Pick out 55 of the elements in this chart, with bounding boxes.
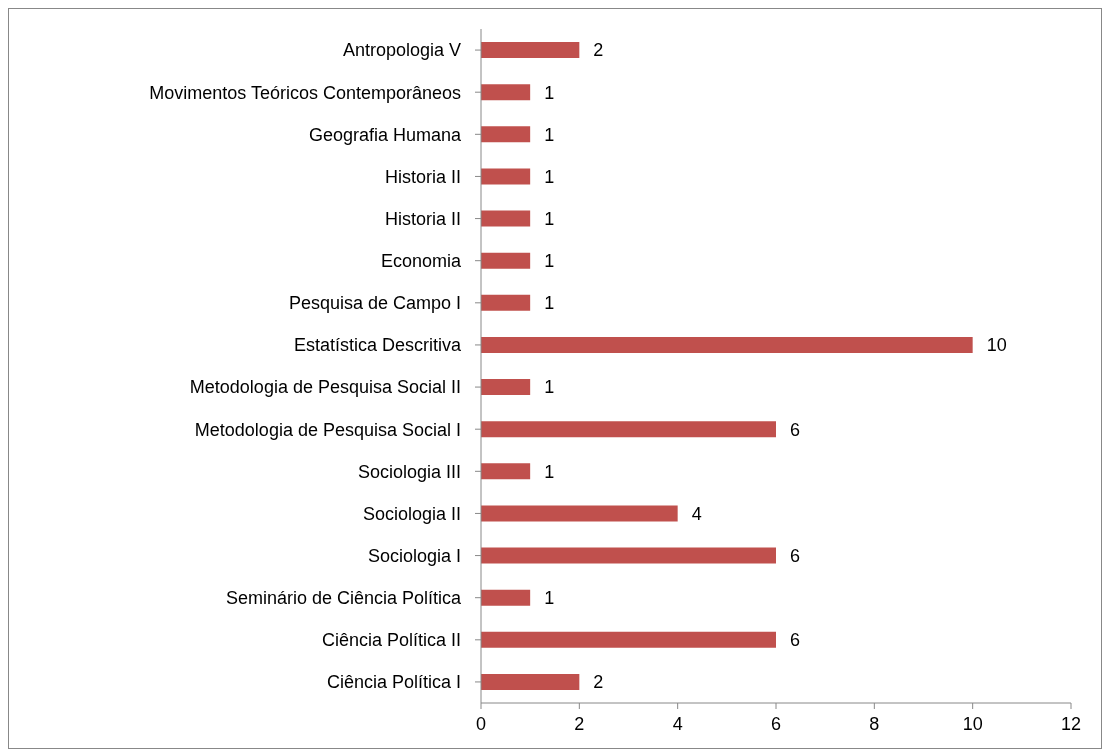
- bar: [481, 589, 531, 606]
- data-label: 1: [544, 293, 555, 314]
- data-label: 1: [544, 251, 555, 272]
- bar: [481, 294, 531, 311]
- y-tick-label: Historia II: [384, 208, 461, 229]
- x-tick-label: 8: [869, 713, 880, 734]
- data-label: 1: [544, 588, 555, 609]
- data-label: 2: [593, 40, 604, 61]
- x-tick-label: 0: [475, 713, 487, 734]
- bar: [481, 126, 531, 143]
- y-tick-label: Geografia Humana: [308, 124, 462, 145]
- data-label: 1: [544, 166, 555, 187]
- bar: [481, 673, 580, 690]
- bar: [481, 421, 776, 438]
- data-label: 10: [986, 335, 1007, 356]
- y-tick-label: Economia: [380, 251, 462, 272]
- bar: [481, 547, 776, 564]
- data-label: 1: [544, 461, 555, 482]
- data-label: 6: [790, 545, 801, 566]
- bar: [481, 42, 580, 58]
- x-tick-label: 4: [672, 713, 683, 734]
- data-label: 1: [544, 124, 555, 145]
- y-tick-label: Sociologia II: [362, 503, 461, 524]
- y-tick-label: Historia II: [384, 166, 461, 187]
- data-label: 4: [691, 503, 702, 524]
- x-tick-label: 2: [574, 713, 585, 734]
- y-tick-label: Pesquisa de Campo I: [288, 293, 461, 314]
- y-tick-label: Movimentos Teóricos Contemporâneos: [149, 82, 461, 103]
- y-tick-label: Ciência Política II: [321, 630, 461, 651]
- data-label: 1: [544, 82, 555, 103]
- bar: [481, 168, 531, 185]
- bar: [481, 84, 531, 101]
- bar: [481, 379, 531, 395]
- bar: [481, 463, 531, 480]
- y-tick-label: Seminário de Ciência Política: [225, 588, 462, 609]
- data-label: 2: [593, 672, 604, 693]
- bar: [481, 252, 531, 269]
- x-tick-label: 12: [1060, 713, 1082, 734]
- y-tick-label: Antropologia V: [342, 40, 461, 61]
- y-tick-label: Ciência Política I: [326, 672, 461, 693]
- bar: [481, 336, 973, 353]
- x-tick-label: 6: [770, 713, 782, 734]
- x-tick-label: 10: [962, 713, 983, 734]
- y-tick-label: Sociologia I: [367, 545, 461, 566]
- data-label: 6: [790, 630, 801, 651]
- data-label: 6: [790, 419, 801, 440]
- bar: [481, 210, 531, 227]
- y-tick-label: Metodologia de Pesquisa Social II: [189, 377, 461, 398]
- bar: [481, 505, 678, 522]
- bar: [481, 631, 776, 648]
- y-tick-label: Sociologia III: [357, 461, 461, 482]
- data-label: 1: [544, 208, 555, 229]
- y-tick-label: Estatística Descritiva: [293, 335, 462, 356]
- data-label: 1: [544, 377, 555, 398]
- y-tick-label: Metodologia de Pesquisa Social I: [194, 419, 461, 440]
